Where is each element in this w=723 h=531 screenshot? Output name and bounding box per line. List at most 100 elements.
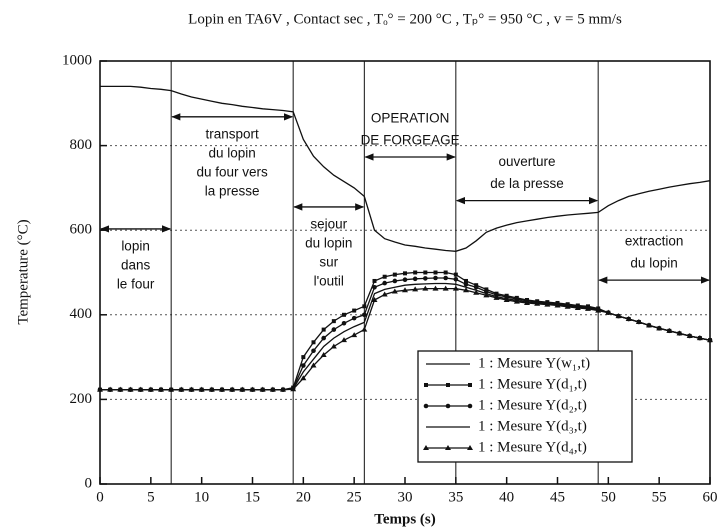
point [463,287,469,293]
annotation-text: la presse [205,183,260,198]
plot-frame [99,60,711,485]
point [208,386,215,392]
point [362,304,367,309]
point [198,386,205,392]
point [656,325,663,331]
point [473,289,480,295]
point [300,375,307,381]
point [676,330,683,336]
annotation-text: du lopin [305,235,352,250]
point [371,296,378,302]
x-tick-label: 55 [652,489,667,505]
point [483,292,490,298]
x-tick-label: 40 [499,489,514,505]
point [372,278,377,283]
point [269,386,276,392]
point [403,271,407,276]
x-tick-label: 10 [194,489,209,505]
point [453,276,459,282]
point [696,335,703,341]
point [249,386,256,392]
annotation-text: l'outil [314,273,344,288]
y-tick-label: 0 [85,475,93,491]
legend-label: 1 : Mesure Y(d₃,t) [478,418,587,434]
legend-marker [445,403,451,409]
point [473,285,479,290]
legend-label: 1 : Mesure Y(d₂,t) [478,397,587,413]
series-line [100,85,711,252]
point [280,386,286,392]
x-tick-label: 45 [550,489,565,505]
legend-label: 1 : Mesure Y(w₁,t) [478,355,590,371]
point [402,287,408,293]
annotation-text: ouverture [498,154,555,169]
point [595,307,602,313]
legend-marker [467,403,473,409]
point [443,270,448,275]
annotation-text: dans [121,257,151,272]
y-tick-label: 800 [70,137,93,153]
x-tick-label: 50 [601,489,616,505]
point [361,326,368,332]
point [362,312,367,318]
annotation-text: transport [206,126,260,141]
annotation-text: DE FORGEAGE [361,133,460,148]
point [574,305,581,311]
point [229,386,236,392]
legend-marker [423,445,429,450]
point [423,270,428,275]
point [585,305,591,311]
point [290,386,297,392]
chart-title: Lopin en TA6V , Contact sec , Tₒ° = 200 … [188,11,622,27]
point [351,332,358,338]
point [137,386,144,392]
point [351,315,357,321]
point [402,277,408,282]
point [615,313,622,319]
legend-marker [468,383,472,387]
point [412,286,419,292]
point [259,386,266,392]
point [443,275,448,281]
point [534,300,541,306]
point [341,320,347,326]
point [320,351,327,357]
point [605,309,612,315]
point [463,282,469,287]
point [625,316,632,322]
annotation-text: le four [117,276,155,291]
y-tick-label: 200 [70,391,93,407]
annotation-text: du lopin [630,256,677,271]
point [301,355,306,360]
point [147,386,154,392]
y-tick-label: 400 [70,306,93,322]
x-tick-label: 5 [147,489,155,505]
point [372,285,377,290]
annotation-text: de la presse [490,176,564,191]
point [707,337,713,343]
point [423,276,428,281]
point [413,270,418,275]
annotation-text: du four vers [197,164,269,179]
point [381,291,388,297]
point [453,272,458,277]
annotation-text: du lopin [209,145,256,160]
legend-marker [467,445,473,450]
legend-marker [423,403,429,409]
point [107,386,114,392]
point [341,337,347,343]
point [392,272,397,277]
legend-marker [445,445,451,450]
point [310,362,317,368]
y-axis-label: Temperature (°C) [15,219,31,324]
point [442,285,449,291]
x-tick-label: 60 [703,489,718,505]
x-axis-label: Temps (s) [374,511,436,527]
point [513,298,520,304]
point [382,280,387,286]
point [382,274,387,279]
legend-marker [446,383,450,387]
point [554,302,561,308]
point [464,278,468,283]
